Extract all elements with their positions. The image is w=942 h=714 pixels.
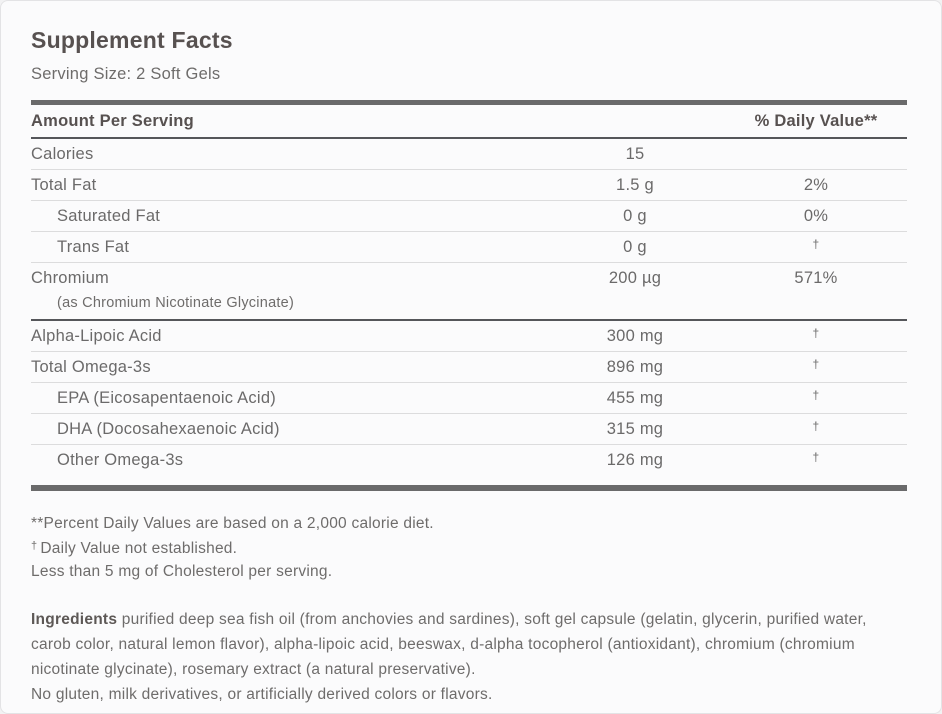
row-amount-value: 0 g [623,238,647,256]
row-daily-value: † [812,326,820,340]
footnote-line: † Daily Value not established. [31,535,907,560]
row-amount-value: 1.5 g [616,176,654,194]
table-header-row: Amount Per Serving % Daily Value** [31,105,907,139]
table-row: Trans Fat 0 g † [31,232,907,263]
nutrient-name: Calories [31,145,94,163]
serving-size: Serving Size: 2 Soft Gels [31,65,221,83]
table-row: Saturated Fat 0 g 0% [31,201,907,232]
row-amount-value: 0 g [623,207,647,225]
ingredients-label: Ingredients [31,611,118,628]
nutrient-name: DHA (Docosahexaenoic Acid) [57,420,280,438]
nutrient-subnote: (as Chromium Nicotinate Glycinate) [57,295,295,311]
row-nutrient-cell: Saturated Fat [31,206,545,226]
row-daily-value: 0% [803,207,829,225]
table-row: Alpha-Lipoic Acid 300 mg † [31,321,907,352]
row-amount-value: 455 mg [606,389,664,407]
row-nutrient-cell: Trans Fat [31,237,545,257]
row-nutrient-cell: Total Omega-3s [31,357,545,377]
footnote-dagger-symbol: † [31,540,38,552]
ingredients-text: purified deep sea fish oil (from anchovi… [31,611,867,678]
row-nutrient-cell: DHA (Docosahexaenoic Acid) [31,419,545,439]
row-amount-value: 200 µg [608,269,662,287]
footnote-line: **Percent Daily Values are based on a 2,… [31,512,907,535]
row-nutrient-cell: EPA (Eicosapentaenoic Acid) [31,388,545,408]
nutrient-name: Alpha-Lipoic Acid [31,327,162,345]
row-nutrient-cell: Calories [31,144,545,164]
ingredients-paragraph: Ingredients purified deep sea fish oil (… [31,607,891,707]
panel-title: Supplement Facts [31,27,233,53]
footnote-text: Daily Value not established. [40,540,238,557]
table-row: Calories 15 [31,139,907,170]
column-header-daily-value: % Daily Value** [754,112,878,130]
nutrient-name: Total Omega-3s [31,358,151,376]
row-nutrient-cell: Other Omega-3s [31,450,545,470]
table-row: EPA (Eicosapentaenoic Acid) 455 mg † [31,383,907,414]
row-amount-value: 896 mg [606,358,664,376]
row-daily-value: 571% [794,269,838,287]
row-nutrient-cell: Total Fat [31,175,545,195]
row-daily-value: † [812,419,820,433]
nutrient-name: Total Fat [31,176,97,194]
table-row: Other Omega-3s 126 mg † [31,445,907,475]
row-amount-value: 15 [625,145,645,163]
table-row: DHA (Docosahexaenoic Acid) 315 mg † [31,414,907,445]
row-amount-value: 315 mg [606,420,664,438]
row-daily-value: † [812,450,820,464]
nutrient-name: EPA (Eicosapentaenoic Acid) [57,389,276,407]
facts-table: Amount Per Serving % Daily Value** Calor… [31,105,907,475]
nutrient-name: Trans Fat [57,238,130,256]
row-nutrient-cell: Chromium (as Chromium Nicotinate Glycina… [31,268,545,314]
ingredients-footer: No gluten, milk derivatives, or artifici… [31,686,493,703]
table-row: Total Omega-3s 896 mg † [31,352,907,383]
divider-thick-bottom [31,485,907,491]
row-daily-value: 2% [803,176,829,194]
footnote-line: Less than 5 mg of Cholesterol per servin… [31,560,907,583]
row-daily-value: † [812,388,820,402]
footnotes-block: **Percent Daily Values are based on a 2,… [31,512,907,583]
nutrient-name: Chromium [31,269,110,287]
row-amount-value: 300 mg [606,327,664,345]
row-daily-value: † [812,237,820,251]
nutrient-name: Other Omega-3s [57,451,184,469]
table-body: Calories 15 Total Fat 1.5 g 2% [31,139,907,475]
row-daily-value: † [812,357,820,371]
footnote-text: **Percent Daily Values are based on a 2,… [31,515,434,532]
row-amount-value: 126 mg [606,451,664,469]
table-row: Total Fat 1.5 g 2% [31,170,907,201]
nutrient-name: Saturated Fat [57,207,161,225]
footnote-text: Less than 5 mg of Cholesterol per servin… [31,563,333,580]
table-row: Chromium (as Chromium Nicotinate Glycina… [31,263,907,321]
divider-thick-top [31,100,907,105]
column-header-amount-per-serving: Amount Per Serving [31,112,194,130]
row-nutrient-cell: Alpha-Lipoic Acid [31,326,545,346]
